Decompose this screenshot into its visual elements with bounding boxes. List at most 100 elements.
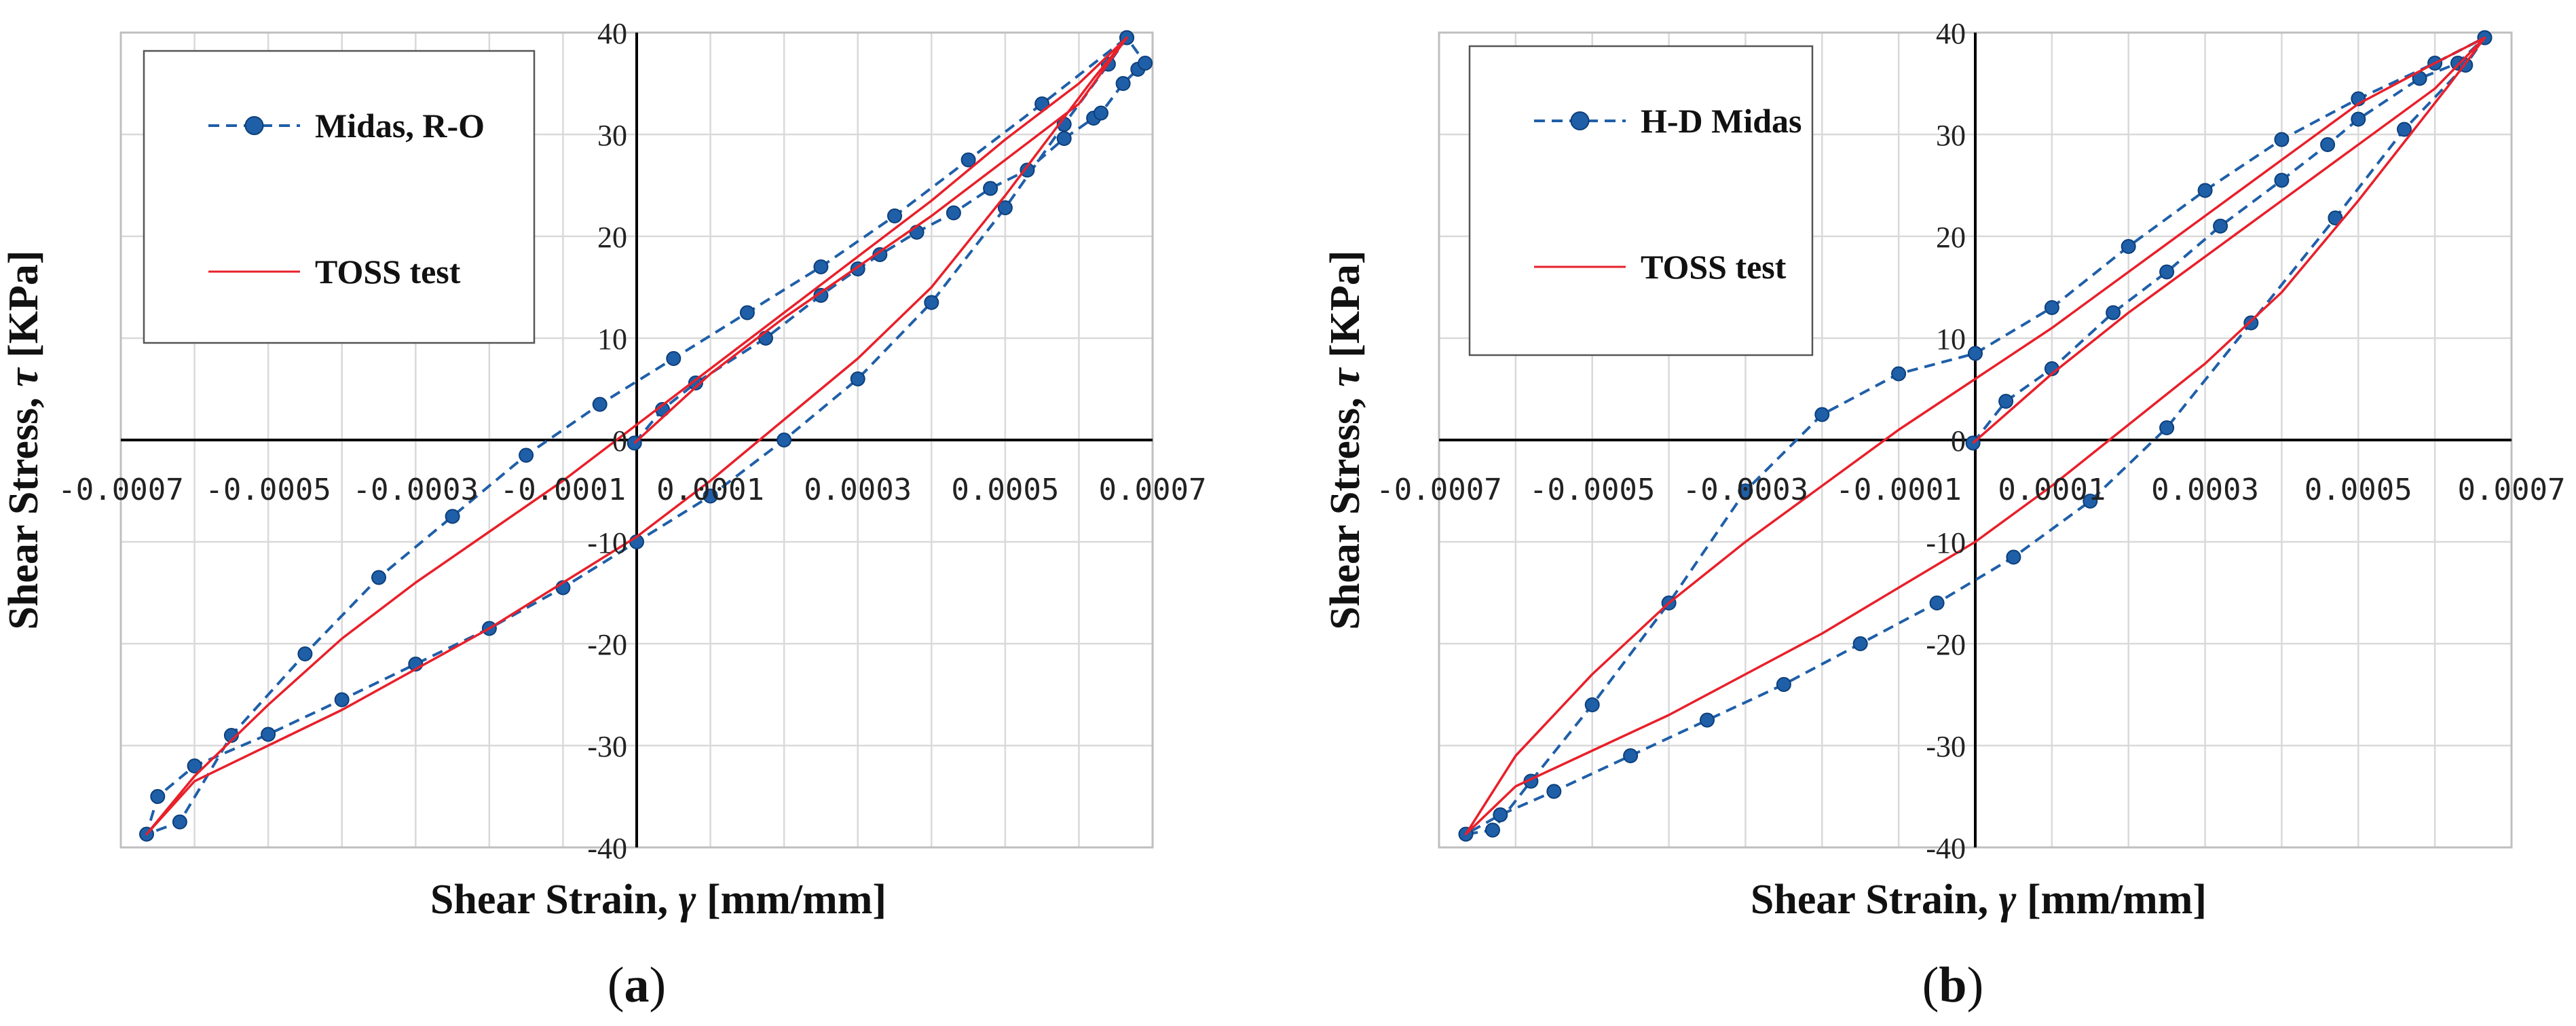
series-line	[145, 36, 1128, 836]
x-tick-label: -0.0005	[1529, 473, 1655, 507]
x-axis-title: Shear Strain, γ [mm/mm]	[430, 877, 886, 923]
y-tick-label: 30	[597, 119, 627, 152]
data-point	[688, 375, 703, 390]
data-point	[813, 259, 829, 274]
data-point	[1115, 76, 1131, 91]
x-tick-label: 0.0007	[2458, 473, 2566, 507]
legend-box	[143, 50, 536, 344]
data-point	[2083, 494, 2098, 509]
panel-label: (a)	[608, 957, 666, 1013]
data-point	[2328, 210, 2343, 225]
data-point	[2159, 264, 2175, 280]
y-tick-label: 20	[1936, 221, 1966, 254]
x-tick-label: -0.0001	[1835, 473, 1961, 507]
data-point	[2159, 420, 2175, 435]
y-tick-label: -40	[1926, 832, 1966, 865]
data-point	[2397, 122, 2412, 137]
data-point	[261, 727, 276, 742]
data-point	[1814, 407, 1830, 422]
data-point	[872, 247, 888, 262]
legend-label: H-D Midas	[1641, 102, 1802, 140]
series-toss-test	[145, 36, 1128, 836]
data-point	[813, 288, 829, 303]
y-tick-label: 10	[597, 323, 627, 356]
data-point	[1852, 636, 1868, 651]
data-point	[739, 305, 755, 320]
x-tick-labels: -0.0007 -0.0005 -0.0003 -0.0001 0.0001 0.0003…	[58, 473, 1206, 507]
data-point	[1891, 366, 1907, 382]
data-point	[172, 814, 187, 830]
x-tick-label: 0.0005	[2304, 473, 2412, 507]
y-tick-label: -30	[1926, 730, 1966, 763]
legend: Midas, R-O TOSS test	[143, 50, 536, 344]
y-tick-label: 10	[1936, 323, 1966, 356]
data-point	[2320, 137, 2336, 152]
series-line	[1464, 36, 2486, 836]
data-point	[703, 488, 718, 504]
data-point	[2197, 183, 2213, 198]
data-point	[371, 570, 386, 585]
y-tick-labels: 40 30 20 10 0 -10 -20 -30 -40	[1926, 17, 1966, 865]
x-tick-label: -0.0001	[500, 473, 626, 507]
data-point	[1094, 105, 1108, 121]
y-tick-label: 40	[1936, 17, 1966, 50]
x-tick-labels: -0.0007 -0.0005 -0.0003 -0.0001 0.0001 0.0003…	[1376, 473, 2565, 507]
data-point	[445, 509, 460, 524]
legend-swatch-marker	[1570, 111, 1590, 130]
legend-label: Midas, R-O	[315, 107, 485, 145]
y-axis-title: Shear Stress, τ [KPa]	[1322, 250, 1368, 629]
data-point	[2121, 239, 2136, 254]
data-point	[2243, 315, 2259, 331]
x-tick-label: 0.0005	[951, 473, 1059, 507]
data-point	[666, 351, 682, 366]
y-tick-label: 0	[1951, 424, 1966, 458]
data-point	[2351, 111, 2366, 127]
data-point	[850, 371, 865, 386]
series-line	[1464, 36, 2486, 836]
y-tick-label: 30	[1936, 119, 1966, 152]
data-point	[983, 181, 998, 196]
legend-label: TOSS test	[1641, 248, 1787, 286]
y-tick-label: -20	[587, 628, 627, 661]
y-tick-label: -10	[1926, 526, 1966, 560]
legend-box	[1468, 45, 1814, 356]
x-tick-label: 0.0001	[1998, 473, 2106, 507]
data-point	[519, 447, 534, 463]
y-tick-label: -30	[587, 730, 627, 763]
x-tick-label: -0.0003	[353, 473, 479, 507]
data-point	[887, 208, 902, 223]
data-point	[1929, 596, 1945, 610]
data-point	[2106, 305, 2121, 320]
y-tick-label: 20	[597, 221, 627, 254]
data-point	[1968, 346, 1983, 361]
data-point	[1020, 162, 1035, 178]
y-tick-label: -40	[587, 832, 627, 865]
data-point	[1700, 712, 1715, 728]
data-point	[2274, 132, 2290, 147]
legend: H-D Midas TOSS test	[1468, 45, 1814, 356]
data-point	[1776, 677, 1791, 692]
series-toss-test	[1464, 36, 2486, 836]
y-tick-label: 40	[597, 17, 627, 50]
data-point	[1546, 784, 1562, 799]
data-point	[946, 205, 961, 221]
data-point	[2213, 219, 2228, 234]
data-point	[334, 692, 350, 708]
series-h-d-midas	[1458, 30, 2493, 842]
data-point	[150, 789, 166, 804]
data-point	[592, 397, 608, 412]
legend-swatch-marker	[244, 116, 264, 135]
x-tick-label: 0.0003	[804, 473, 912, 507]
data-point	[924, 295, 939, 310]
data-point	[2044, 300, 2059, 315]
legend-label: TOSS test	[315, 253, 461, 291]
y-tick-label: -20	[1926, 628, 1966, 661]
data-point	[1138, 56, 1153, 71]
y-tick-labels: 40 30 20 10 0 -10 -20 -30 -40	[587, 17, 627, 865]
panel-label: (b)	[1922, 957, 1983, 1013]
series-midas-r-o	[139, 30, 1153, 842]
data-point	[777, 433, 792, 447]
data-point	[1056, 131, 1072, 146]
